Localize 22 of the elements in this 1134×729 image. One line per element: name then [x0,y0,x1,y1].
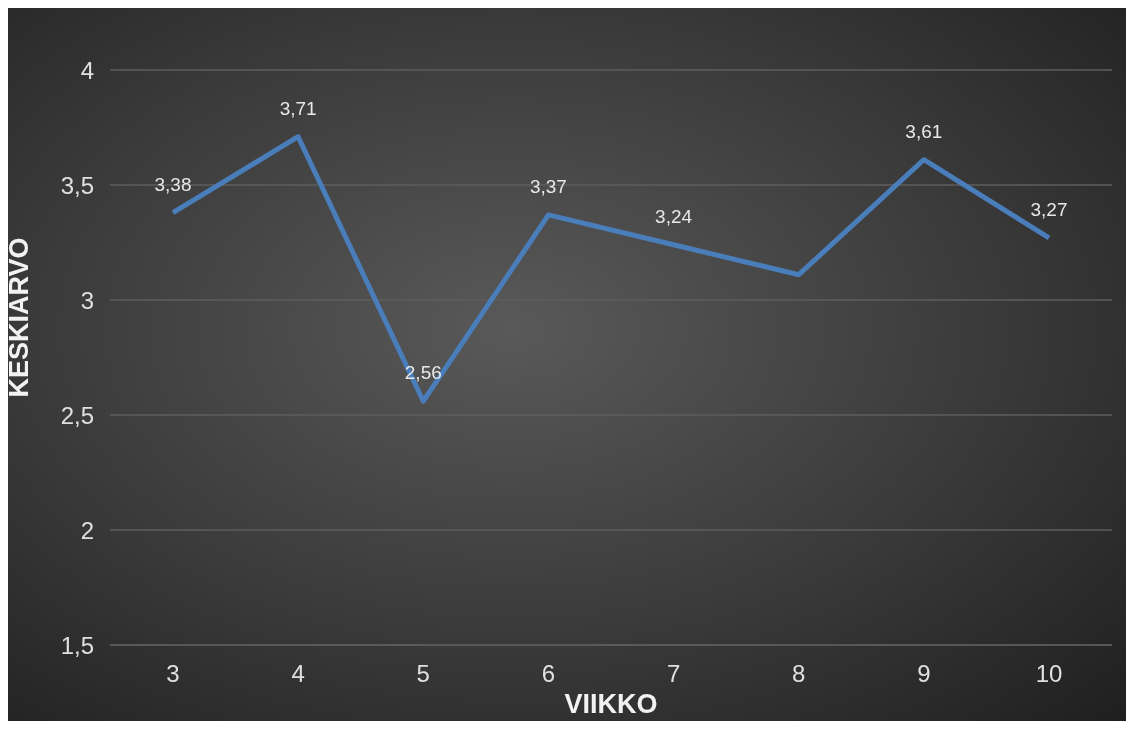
y-axis-title: KESKIARVO [3,237,34,398]
data-label: 3,37 [529,175,567,197]
x-tick-label: 9 [917,660,931,688]
x-tick-label: 6 [541,660,556,688]
x-tick-label: 4 [291,660,305,688]
y-tick-label: 2,5 [60,401,94,429]
y-tick-label: 3 [80,286,94,314]
x-tick-label: 10 [1035,660,1063,688]
data-label: 3,27 [1030,198,1068,220]
x-tick-label: 7 [666,660,681,688]
data-label: 3,61 [905,120,943,142]
y-tick-label: 2 [80,516,94,544]
x-axis-title: VIIKKO [564,689,658,719]
x-tick-label: 5 [416,660,430,688]
data-label: 3,38 [154,173,192,195]
y-tick-label: 4 [80,56,94,84]
y-tick-label: 3,5 [60,171,94,199]
x-tick-label: 3 [166,660,180,688]
x-tick-label: 8 [792,660,806,688]
data-label: 3,71 [279,97,317,119]
data-label: 3,24 [655,205,693,227]
y-tick-label: 1,5 [60,631,94,659]
